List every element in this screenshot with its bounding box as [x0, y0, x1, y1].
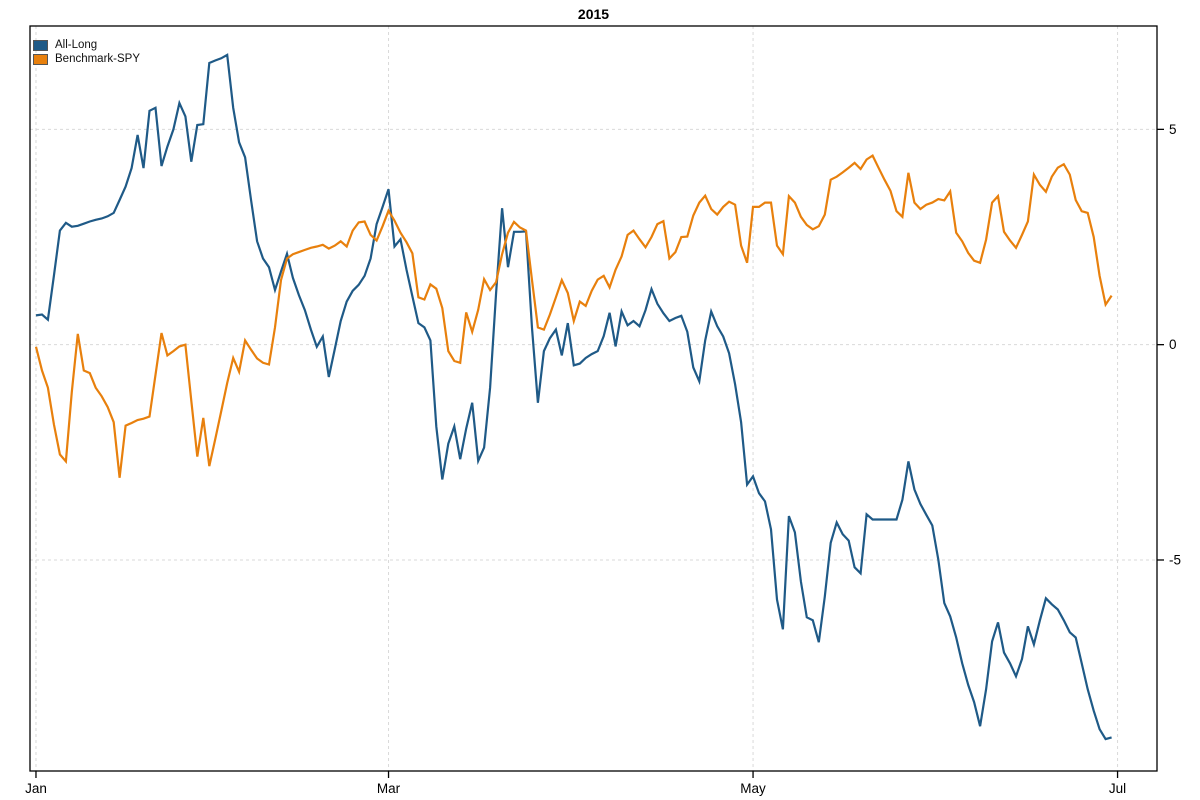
- legend-label-benchmark-spy: Benchmark-SPY: [55, 53, 141, 65]
- legend-swatch-benchmark-spy: [33, 53, 48, 65]
- x-tick-label: Jan: [25, 781, 47, 796]
- x-tick-label: Jul: [1109, 781, 1126, 796]
- chart-title: 2015: [577, 6, 610, 22]
- legend: All-Long Benchmark-SPY: [33, 38, 140, 66]
- series-line-all-long: [35, 53, 1112, 741]
- series-line-benchmark-spy: [34, 153, 1113, 478]
- x-tick-label: Mar: [377, 781, 401, 796]
- legend-label-all-long: All-Long: [55, 39, 98, 51]
- legend-swatch-all-long: [33, 39, 48, 51]
- y-tick-label: 0: [1169, 337, 1177, 352]
- y-tick-label: -5: [1169, 552, 1181, 567]
- x-tick-label: May: [740, 781, 766, 796]
- y-tick-label: 5: [1169, 122, 1177, 137]
- legend-item-all-long: All-Long: [33, 38, 140, 52]
- plot-border: [29, 25, 1158, 772]
- legend-item-benchmark-spy: Benchmark-SPY: [33, 52, 140, 66]
